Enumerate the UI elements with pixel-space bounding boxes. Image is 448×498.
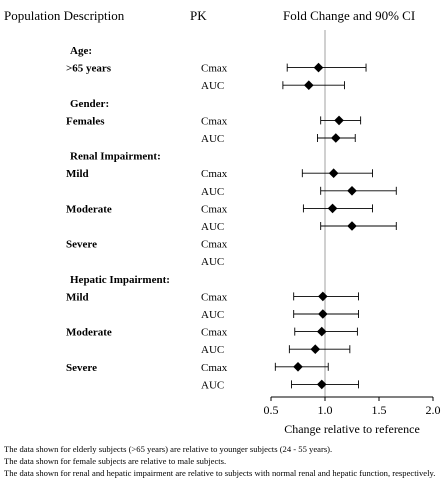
- pk-label: Cmax: [201, 291, 228, 303]
- x-tick-label: 1.5: [372, 403, 387, 417]
- x-axis-label: Change relative to reference: [284, 422, 420, 436]
- estimate-diamond: [316, 379, 327, 390]
- estimate-diamond: [328, 168, 339, 178]
- group-label: Hepatic Impairment:: [70, 274, 170, 286]
- subgroup-label: Severe: [66, 362, 97, 374]
- pk-label: AUC: [201, 133, 224, 145]
- estimate-diamond: [293, 362, 303, 372]
- pk-label: AUC: [201, 186, 224, 198]
- estimate-diamond: [347, 186, 357, 196]
- footnote-renal-hepatic: The data shown for renal and hepatic imp…: [4, 468, 436, 478]
- pk-label: Cmax: [201, 63, 228, 75]
- estimate-diamond: [347, 221, 357, 231]
- estimate-diamond: [334, 115, 344, 126]
- footnote-female: The data shown for female subjects are r…: [4, 456, 227, 466]
- x-tick-label: 2.0: [426, 403, 441, 417]
- subgroup-label: Moderate: [66, 327, 112, 339]
- pk-label: Cmax: [201, 168, 228, 180]
- estimate-diamond: [331, 133, 341, 143]
- x-axis: 0.5 1.0 1.5 2.0: [264, 396, 441, 417]
- pk-label: Cmax: [201, 203, 228, 215]
- pk-label: Cmax: [201, 327, 228, 339]
- pk-label: Cmax: [201, 239, 228, 251]
- pk-label: AUC: [201, 256, 224, 268]
- pk-label: AUC: [201, 344, 224, 356]
- footnote-elderly: The data shown for elderly subjects (>65…: [4, 444, 333, 454]
- estimate-diamond: [313, 62, 324, 73]
- estimate-diamond: [327, 203, 338, 214]
- subgroup-label: Mild: [66, 291, 89, 303]
- forest-plot: Population Description PK Fold Change an…: [4, 8, 441, 436]
- estimate-diamond: [316, 326, 327, 337]
- subgroup-label: Mild: [66, 168, 89, 180]
- group-label: Gender:: [70, 98, 109, 110]
- subgroup-label: Females: [66, 115, 105, 127]
- pk-label: AUC: [201, 379, 224, 391]
- estimate-diamond: [318, 291, 328, 302]
- header-pk: PK: [190, 8, 207, 23]
- pk-label: AUC: [201, 80, 224, 92]
- pk-label: AUC: [201, 221, 224, 233]
- pk-label: Cmax: [201, 115, 228, 127]
- plot-marks: [274, 30, 397, 397]
- group-label: Renal Impairment:: [70, 151, 161, 163]
- estimate-diamond: [304, 80, 314, 90]
- header-ci: Fold Change and 90% CI: [283, 8, 415, 23]
- group-label: Age:: [70, 45, 92, 57]
- estimate-diamond: [310, 344, 321, 354]
- subgroup-label: Severe: [66, 239, 97, 251]
- subgroup-label: >65 years: [66, 63, 112, 75]
- pk-label: AUC: [201, 309, 224, 321]
- subgroup-label: Moderate: [66, 203, 112, 215]
- header-population: Population Description: [4, 8, 125, 23]
- x-tick-label: 1.0: [318, 403, 333, 417]
- estimate-diamond: [318, 309, 328, 319]
- pk-label: Cmax: [201, 362, 228, 374]
- row-labels: Age: >65 years Cmax AUC Gender: Females Cmax AU…: [66, 45, 228, 391]
- x-tick-label: 0.5: [264, 403, 279, 417]
